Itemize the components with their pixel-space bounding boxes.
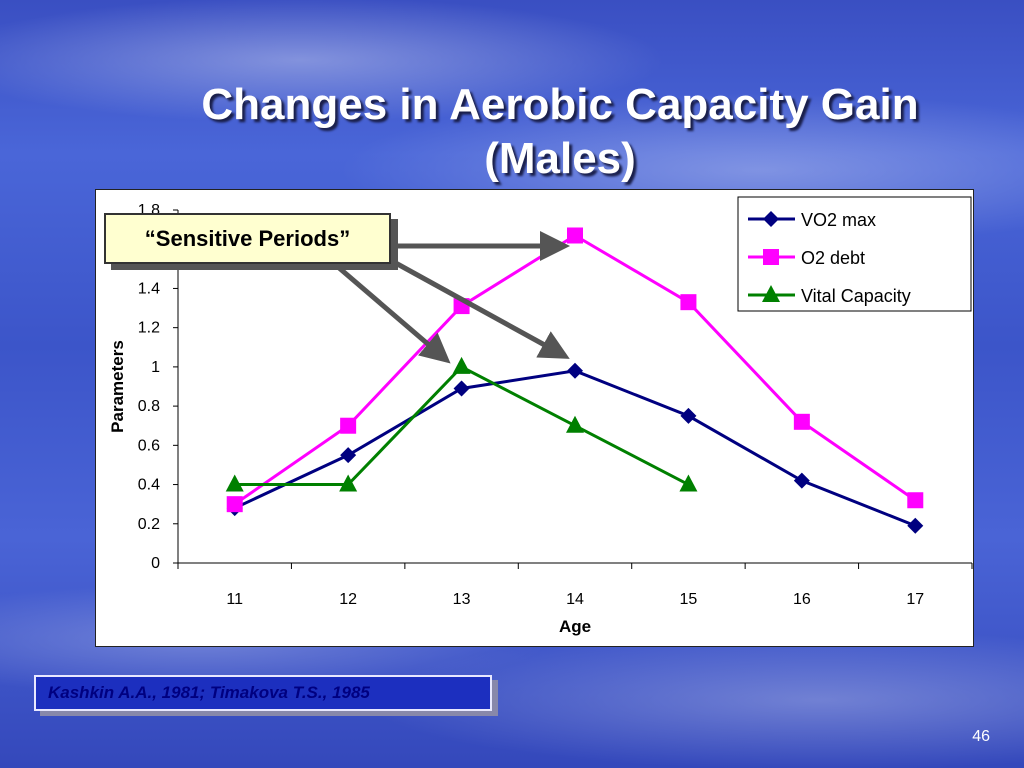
y-axis-title: Parameters bbox=[108, 340, 127, 433]
legend-marker-square bbox=[763, 249, 779, 265]
chart-area: 00.20.40.60.811.21.41.61.811121314151617… bbox=[95, 189, 974, 647]
data-point-triangle bbox=[566, 415, 584, 433]
y-tick-label: 1.2 bbox=[138, 320, 160, 337]
data-point-square bbox=[567, 227, 583, 244]
data-point-square bbox=[793, 413, 810, 430]
data-point-square bbox=[226, 496, 243, 513]
x-tick-label: 14 bbox=[566, 591, 584, 608]
x-tick-label: 16 bbox=[793, 591, 811, 608]
y-tick-label: 1 bbox=[151, 359, 160, 376]
x-tick-label: 17 bbox=[906, 591, 924, 608]
legend-label: VO2 max bbox=[801, 210, 876, 230]
sensitive-periods-callout: “Sensitive Periods” bbox=[104, 213, 391, 264]
arrow-to-vital-capacity-peak bbox=[329, 259, 451, 364]
data-point-diamond bbox=[340, 447, 357, 464]
data-point-square bbox=[340, 417, 357, 434]
x-tick-label: 13 bbox=[453, 591, 471, 608]
y-tick-label: 0.6 bbox=[138, 437, 160, 454]
data-point-diamond bbox=[680, 407, 697, 424]
line-chart: 00.20.40.60.811.21.41.61.811121314151617… bbox=[108, 196, 973, 636]
data-point-square bbox=[680, 294, 697, 311]
data-point-diamond bbox=[907, 517, 924, 534]
data-point-triangle bbox=[452, 356, 471, 374]
data-point-triangle bbox=[225, 474, 244, 492]
arrow-to-vo2-max-peak bbox=[390, 258, 570, 359]
data-point-diamond bbox=[793, 472, 810, 489]
data-point-triangle bbox=[679, 474, 698, 492]
legend-marker-triangle bbox=[762, 285, 780, 302]
source-citation: Kashkin A.A., 1981; Timakova T.S., 1985 bbox=[34, 675, 492, 711]
data-point-diamond bbox=[567, 362, 583, 379]
x-tick-label: 12 bbox=[339, 591, 357, 608]
data-point-triangle bbox=[339, 474, 358, 492]
y-tick-label: 0 bbox=[151, 555, 160, 572]
y-tick-label: 0.2 bbox=[138, 516, 160, 533]
legend-label: Vital Capacity bbox=[801, 286, 911, 306]
data-point-diamond bbox=[453, 380, 470, 397]
y-tick-label: 1.4 bbox=[138, 280, 160, 297]
x-tick-label: 15 bbox=[680, 591, 698, 608]
legend-label: O2 debt bbox=[801, 248, 865, 268]
legend-marker-diamond bbox=[763, 211, 779, 227]
series-line-0 bbox=[234, 369, 916, 528]
page-number: 46 bbox=[972, 728, 990, 745]
y-tick-label: 0.8 bbox=[138, 398, 160, 415]
x-axis-title: Age bbox=[559, 617, 591, 636]
data-point-square bbox=[907, 492, 924, 509]
slide-title: Changes in Aerobic Capacity Gain (Males) bbox=[201, 80, 919, 183]
y-tick-label: 0.4 bbox=[138, 477, 160, 494]
x-tick-label: 11 bbox=[226, 591, 243, 608]
